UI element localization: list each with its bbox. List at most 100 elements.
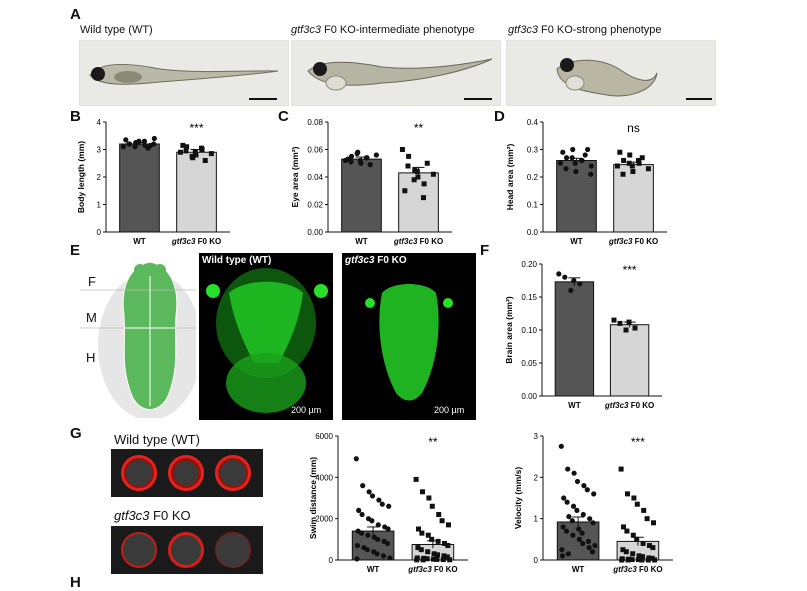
chart-g2-point-wt <box>576 526 582 532</box>
chart-g2-point-wt <box>587 516 593 522</box>
panel-letter-e: E <box>70 242 81 259</box>
chart-d-point-ko <box>635 158 641 163</box>
chart-g1-ytick-label: 4000 <box>315 473 333 482</box>
chart-d-category-ko: gtf3c3 F0 KO <box>608 237 658 246</box>
scale-bar-a3 <box>686 98 712 100</box>
scale-bar-a1 <box>249 98 277 100</box>
chart-b-ytick-label: 3 <box>97 146 102 155</box>
chart-c-ytick-label: 0.08 <box>307 118 323 127</box>
chart-f-point-wt <box>562 274 568 280</box>
chart-d-point-ko <box>627 152 633 158</box>
chart-b-bar-ko <box>176 151 217 233</box>
chart-d-point-ko <box>621 158 627 163</box>
chart-g2-point-wt <box>561 495 567 501</box>
chart-g2-point-wt <box>565 466 571 472</box>
chart-g1-point-wt <box>354 542 361 549</box>
chart-b-point-ko <box>208 151 214 157</box>
chart-g2-point-wt <box>585 538 592 544</box>
chart-b-ytick-label: 4 <box>97 118 102 127</box>
chart-d-point-ko <box>636 160 642 166</box>
chart-g2-ylabel: Velocity (mm/s) <box>513 467 523 530</box>
chart-g2-point-ko <box>639 557 645 563</box>
chart-f-ytick-label: 0.20 <box>521 260 537 269</box>
chart-g1-point-ko <box>442 540 447 546</box>
chart-body-length: 0 1 2 3 4 Body length (mm) WT gtf3c3 F0 KO *** <box>76 118 230 246</box>
chart-g2-point-ko <box>645 557 651 563</box>
region-label-midbrain: M <box>86 310 97 325</box>
chart-g1-point-ko <box>439 518 445 524</box>
arena-label-wild-type: Wild type (WT) <box>114 432 200 447</box>
chart-c-point-ko <box>421 181 427 187</box>
chart-b-point-ko <box>180 142 186 148</box>
chart-g1-ytick-label: 6000 <box>315 432 333 441</box>
chart-g2-point-ko <box>625 491 630 497</box>
chart-g2-point-ko <box>651 520 656 526</box>
chart-d-point-wt <box>573 168 579 175</box>
panel-letter-f: F <box>480 242 490 259</box>
chart-g2-point-ko <box>644 516 650 522</box>
chart-c-ytick-label: 0.02 <box>307 201 323 210</box>
chart-g1-point-ko <box>429 503 435 509</box>
chart-d-point-wt <box>557 160 563 166</box>
chart-g2-significance: *** <box>631 435 645 449</box>
chart-c-point-ko <box>405 163 411 169</box>
chart-g2-point-wt <box>558 443 564 449</box>
fluorescence-label-wild-type: Wild type (WT) <box>202 255 272 266</box>
chart-c-bar-ko <box>398 172 439 233</box>
chart-g2-point-wt <box>566 514 572 520</box>
chart-f-point-ko <box>626 319 632 325</box>
chart-g2-point-wt <box>580 511 586 518</box>
chart-g2-point-ko <box>630 532 636 538</box>
chart-g1-point-ko <box>426 495 432 501</box>
chart-f-bar-wt <box>554 281 595 397</box>
chart-c-point-ko <box>411 177 417 183</box>
chart-d-ytick-label: 0.1 <box>527 201 539 210</box>
chart-swim-distance: 0 2000 4000 6000 Swim distance (mm) WT gtf3c3 … <box>308 432 468 574</box>
chart-d-point-wt <box>588 171 594 177</box>
chart-f-point-wt <box>568 287 574 293</box>
chart-brain-area: 0.00 0.05 0.10 0.15 0.20 Brain area (mm²) WT gt… <box>504 260 662 410</box>
chart-g2-point-wt <box>574 478 581 485</box>
larva-photo-wild-type <box>79 40 289 106</box>
chart-g2-point-ko <box>640 554 645 560</box>
chart-c-point-ko <box>420 195 426 201</box>
chart-g2-point-wt <box>559 547 565 553</box>
region-label-hindbrain: H <box>86 350 96 365</box>
chart-g2-point-wt <box>559 553 566 559</box>
chart-g1-point-wt <box>384 540 391 547</box>
chart-b-ytick-label: 0 <box>97 228 102 237</box>
chart-d-point-ko <box>629 163 635 169</box>
chart-g1-point-ko <box>436 512 442 518</box>
arena-ko-2 <box>168 532 204 568</box>
chart-g1-ylabel: Swim distance (mm) <box>308 457 318 539</box>
chart-c-ytick-label: 0.00 <box>307 228 323 237</box>
chart-c-point-wt <box>363 155 370 161</box>
panel-letter-b: B <box>70 108 81 125</box>
arena-label-ko: gtf3c3 F0 KO <box>114 508 191 523</box>
chart-g2-ytick-label: 3 <box>534 432 539 441</box>
chart-g1-point-wt <box>354 556 360 562</box>
chart-c-point-ko <box>406 153 412 159</box>
chart-g1-point-wt <box>366 489 372 495</box>
chart-g1-point-ko <box>425 532 431 538</box>
chart-b-point-wt <box>151 135 157 142</box>
chart-c-point-ko <box>424 160 430 166</box>
chart-g2-point-ko <box>631 495 637 501</box>
fluorescence-image-wild-type: Wild type (WT) 200 µm <box>199 253 333 420</box>
chart-d-point-wt <box>560 149 566 155</box>
chart-head-area: 0.0 0.1 0.2 0.3 0.4 Head area (mm²) WT gtf3c3 F… <box>505 118 667 246</box>
chart-c-point-ko <box>399 147 405 152</box>
chart-g2-category-ko: gtf3c3 F0 KO <box>612 565 662 574</box>
chart-g1-point-wt <box>380 553 387 559</box>
chart-b-point-wt <box>141 138 148 144</box>
chart-d-point-ko <box>645 166 651 172</box>
chart-g2-point-wt <box>571 470 577 476</box>
chart-g1-point-ko <box>420 557 426 563</box>
chart-f-point-wt <box>571 277 577 284</box>
fluorescence-image-ko: gtf3c3 F0 KO 200 µm <box>342 253 476 420</box>
chart-g1-point-ko <box>444 554 450 560</box>
chart-g2-point-wt <box>565 551 571 557</box>
chart-g1-ytick-label: 0 <box>329 556 334 565</box>
chart-g1-point-ko <box>446 522 451 528</box>
chart-d-ylabel: Head area (mm²) <box>505 144 515 211</box>
